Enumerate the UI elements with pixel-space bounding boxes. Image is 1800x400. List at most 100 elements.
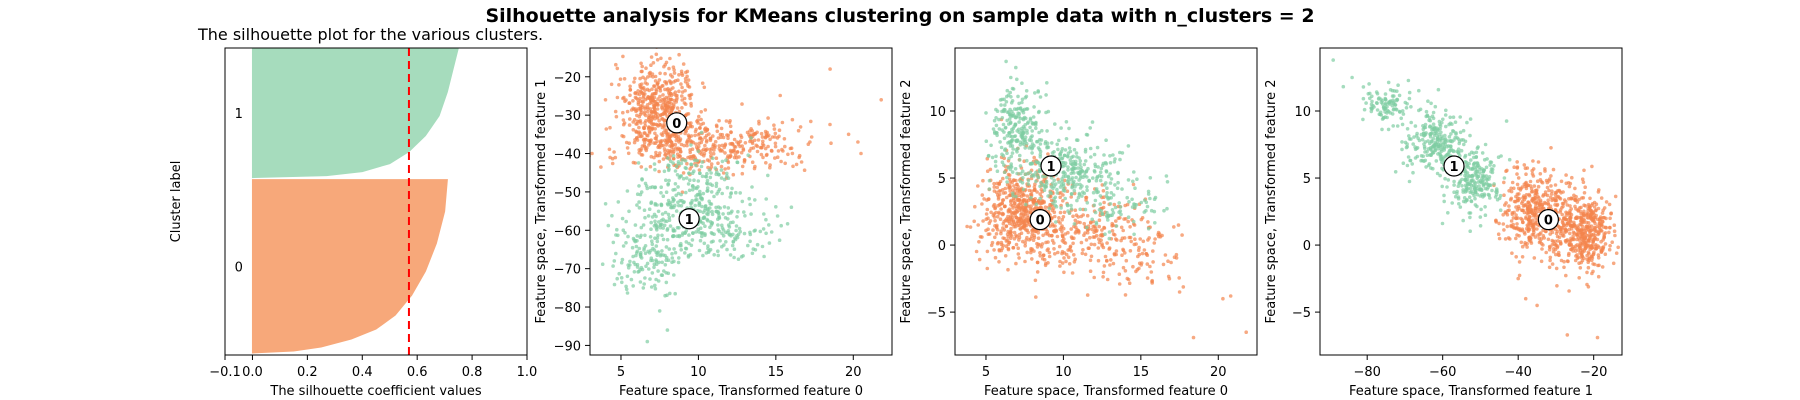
scatter-point: [1544, 250, 1548, 255]
scatter-point: [630, 245, 635, 250]
scatter-point: [1024, 89, 1029, 93]
scatter-point: [1490, 188, 1494, 193]
scatter-point: [1487, 177, 1491, 181]
scatter-point: [639, 265, 644, 270]
scatter-point: [1061, 164, 1065, 169]
scatter-point: [1533, 235, 1538, 239]
scatter-point: [1438, 154, 1443, 159]
scatter-point: [643, 251, 648, 256]
scatter-point: [753, 164, 757, 169]
scatter-point: [673, 291, 677, 296]
scatter-point: [1180, 233, 1184, 237]
scatter-point: [609, 82, 614, 87]
scatter-point: [699, 117, 703, 122]
scatter-point: [687, 188, 692, 193]
scatter-point: [1044, 240, 1048, 245]
scatter-point: [650, 271, 655, 275]
scatter-point: [1036, 89, 1040, 93]
scatter-point: [612, 259, 617, 263]
scatter-point: [1520, 208, 1524, 212]
scatter-point: [1028, 116, 1033, 121]
scatter-point: [1407, 90, 1412, 95]
scatter-point: [641, 94, 646, 98]
scatter-point: [1406, 78, 1411, 83]
scatter-point: [780, 147, 784, 152]
scatter-point: [642, 208, 647, 212]
scatter-point: [644, 167, 648, 172]
scatter-point: [1461, 138, 1466, 142]
scatter-point: [676, 260, 681, 265]
scatter-point: [1009, 203, 1013, 207]
x-axis-label: Feature space, Transformed feature 0: [619, 384, 863, 399]
scatter-point: [1532, 184, 1537, 188]
scatter-point: [1008, 141, 1013, 145]
scatter-point: [731, 240, 736, 244]
scatter-point: [1038, 95, 1043, 99]
scatter-point: [1027, 198, 1031, 202]
scatter-point: [1391, 108, 1396, 112]
scatter-point: [624, 287, 629, 292]
scatter-point: [1450, 201, 1454, 205]
scatter-point: [994, 190, 999, 195]
scatter-point: [1071, 214, 1075, 219]
scatter-point: [1412, 135, 1416, 139]
scatter-point: [1489, 167, 1494, 171]
scatter-point: [1503, 203, 1507, 207]
scatter-point: [1111, 261, 1116, 266]
scatter-point: [1424, 109, 1429, 114]
scatter-point: [1009, 101, 1014, 105]
scatter-point: [997, 127, 1002, 131]
scatter-point: [1014, 107, 1019, 112]
scatter-point: [1451, 115, 1456, 119]
scatter-point: [705, 127, 710, 132]
scatter-point: [766, 144, 770, 149]
scatter-point: [1005, 134, 1010, 138]
scatter-point: [695, 119, 699, 124]
scatter-point: [1093, 164, 1098, 169]
scatter-point: [1001, 191, 1006, 195]
scatter-point: [1494, 218, 1498, 223]
x-tick-label: −60: [1429, 365, 1456, 380]
scatter-point: [652, 92, 656, 96]
scatter-point: [684, 240, 689, 244]
scatter-point: [694, 230, 698, 234]
scatter-point: [1145, 204, 1150, 209]
scatter-point: [650, 242, 655, 246]
scatter-point: [1507, 157, 1512, 162]
scatter-point: [1103, 232, 1107, 236]
scatter-point: [699, 130, 704, 135]
scatter-point: [1537, 236, 1541, 240]
scatter-point: [664, 143, 668, 147]
scatter-point: [1002, 170, 1007, 174]
scatter-point: [1023, 172, 1028, 176]
scatter-point: [1582, 209, 1586, 214]
cluster-center-label-1: 1: [1449, 160, 1458, 175]
scatter-point: [1092, 152, 1097, 157]
scatter-point: [990, 155, 995, 160]
scatter-point: [1578, 266, 1583, 270]
scatter-point: [1591, 211, 1595, 215]
scatter-point: [707, 159, 712, 163]
scatter-point: [1553, 208, 1558, 212]
x-tick-label: −80: [1353, 365, 1380, 380]
scatter-point: [1024, 224, 1029, 228]
scatter-point: [641, 75, 645, 80]
scatter-point: [755, 149, 760, 154]
scatter-point: [747, 149, 752, 153]
scatter-point: [1405, 142, 1409, 146]
scatter-point: [662, 169, 667, 174]
scatter-point: [1011, 191, 1015, 196]
scatter-point: [628, 259, 632, 264]
scatter-point: [721, 171, 726, 175]
scatter-point: [637, 184, 641, 188]
scatter-point: [1094, 178, 1099, 183]
scatter-point: [694, 145, 699, 149]
scatter-point: [1126, 144, 1131, 148]
scatter-point: [1481, 168, 1486, 173]
scatter-point: [1076, 215, 1080, 219]
scatter-point: [993, 159, 998, 164]
scatter-point: [641, 125, 646, 130]
scatter-point: [1005, 110, 1010, 114]
scatter-point: [695, 158, 699, 163]
scatter-point: [985, 249, 990, 254]
